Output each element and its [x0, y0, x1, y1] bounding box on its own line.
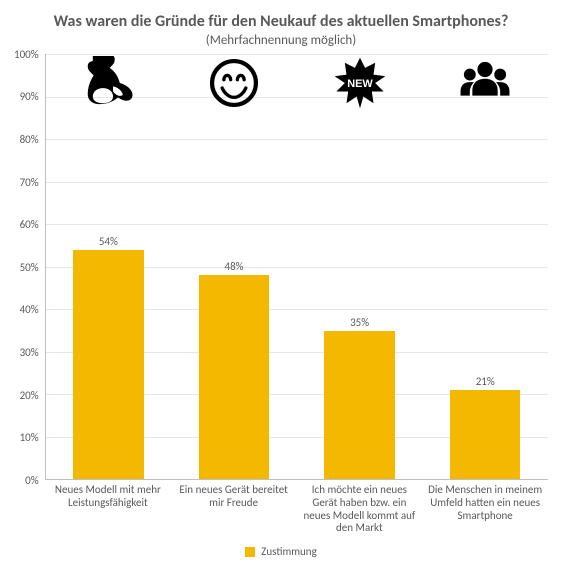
- bar-slot: 21%: [422, 54, 548, 479]
- x-axis-label: Die Menschen in meinem Umfeld hatten ein…: [422, 480, 548, 535]
- people-icon: [422, 56, 548, 110]
- bar-value-label: 48%: [225, 260, 244, 273]
- chart-subtitle: (Mehrfachnennung möglich): [14, 33, 548, 48]
- plot: 54% 48% NEW 35% 21%: [45, 54, 548, 480]
- chart-title: Was waren die Gründe für den Neukauf des…: [14, 12, 548, 31]
- plot-area: 100%90%80%70%60%50%40%30%20%10%0% 54% 48%…: [14, 54, 548, 480]
- legend: Zustimmung: [14, 545, 548, 558]
- svg-text:NEW: NEW: [347, 78, 373, 90]
- y-axis: 100%90%80%70%60%50%40%30%20%10%0%: [14, 54, 45, 480]
- legend-swatch: [245, 547, 255, 557]
- muscle-icon: [46, 56, 172, 110]
- bars-group: 54% 48% NEW 35% 21%: [46, 54, 548, 479]
- chart-container: Was waren die Gründe für den Neukauf des…: [0, 0, 562, 568]
- bar-slot: NEW 35%: [297, 54, 423, 479]
- x-axis-label: Neues Modell mit mehr Leistungsfähigkeit: [45, 480, 171, 535]
- smile-icon: [171, 56, 297, 110]
- legend-label: Zustimmung: [261, 545, 317, 558]
- bar: [199, 275, 269, 479]
- bar: [73, 250, 143, 480]
- x-axis-label: Ein neues Gerät bereitet mir Freude: [171, 480, 297, 535]
- bar-value-label: 35%: [350, 316, 369, 329]
- x-axis-label: Ich möchte ein neues Gerät haben bzw. ei…: [297, 480, 423, 535]
- bar: [324, 331, 394, 480]
- bar: [450, 390, 520, 479]
- new-burst-icon: NEW: [297, 56, 423, 110]
- bar-slot: 48%: [171, 54, 297, 479]
- bar-value-label: 54%: [99, 235, 118, 248]
- x-axis-labels: Neues Modell mit mehr Leistungsfähigkeit…: [45, 480, 548, 535]
- bar-value-label: 21%: [476, 375, 495, 388]
- x-axis: Neues Modell mit mehr Leistungsfähigkeit…: [45, 480, 548, 535]
- bar-slot: 54%: [46, 54, 172, 479]
